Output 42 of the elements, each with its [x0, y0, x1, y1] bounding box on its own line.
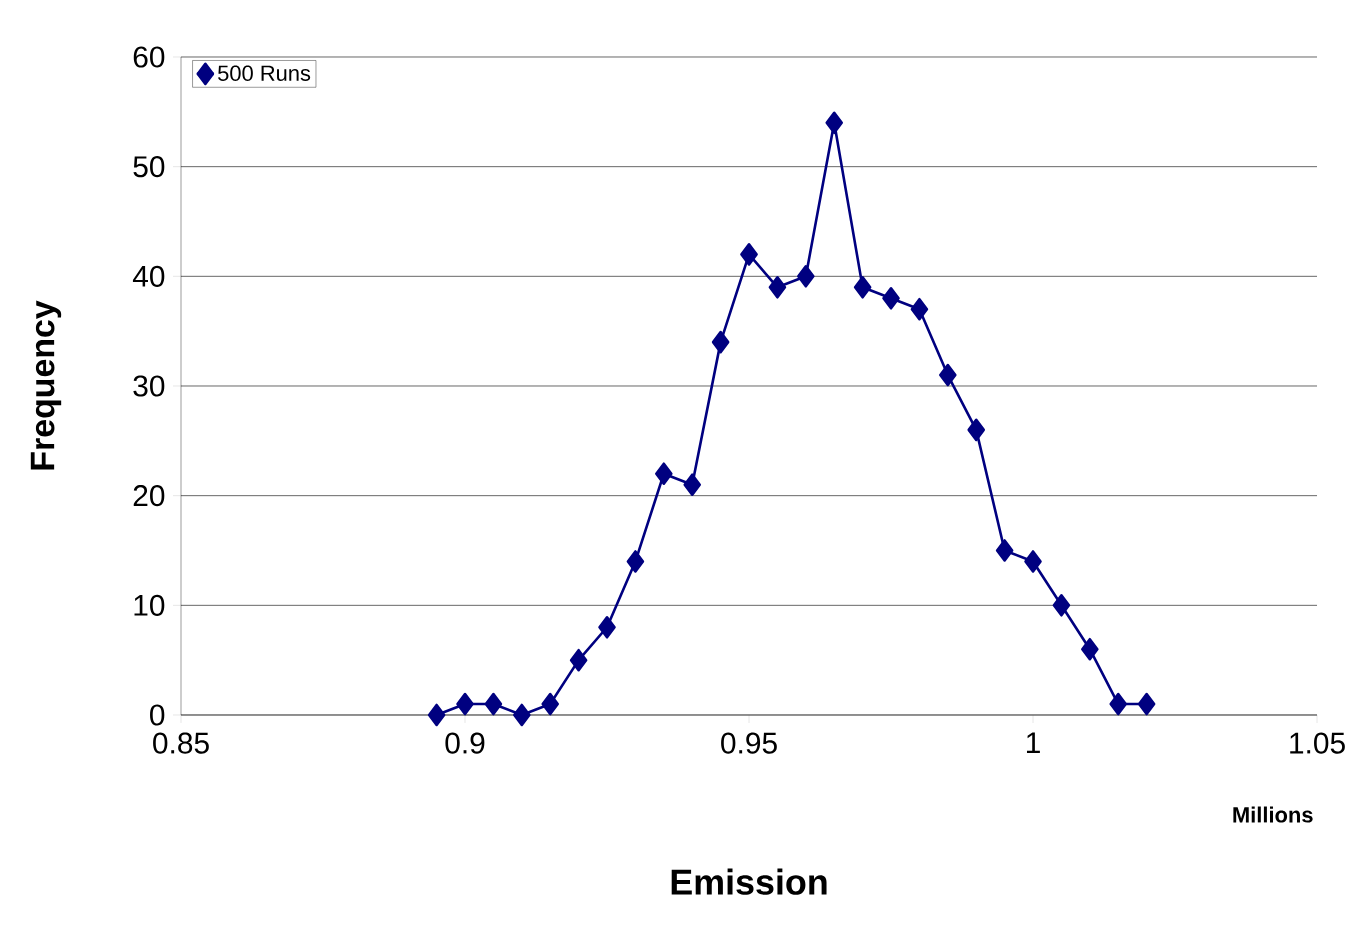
y-tick-label: 40 [132, 265, 165, 287]
point [683, 473, 702, 496]
point [1024, 550, 1042, 573]
x-tick-label: 1 [1026, 732, 1040, 754]
text: Millions [1233, 806, 1313, 823]
point [1137, 692, 1156, 716]
y-tick-label: 60 [133, 46, 165, 68]
y-tick-label: 20 [133, 485, 165, 507]
legend-label: 500 Runs [218, 65, 311, 81]
point [569, 648, 588, 672]
point [541, 692, 560, 716]
point [711, 330, 730, 354]
point [740, 243, 758, 266]
y-tick-label: 50 [133, 156, 165, 178]
point [484, 692, 503, 716]
y-tick-label: 0 [150, 704, 165, 726]
point [655, 462, 673, 486]
x-tick-label: 0.95 [721, 732, 777, 754]
point [626, 550, 645, 573]
point [939, 363, 957, 387]
point [768, 275, 787, 299]
point [910, 297, 929, 321]
x-tick-label: 1.05 [1290, 732, 1345, 754]
y-axis-title: Frequency [30, 300, 62, 470]
point [1081, 637, 1099, 661]
x-tick-label: 0.9 [445, 732, 485, 754]
x-axis-title: Emission [671, 868, 827, 895]
point [513, 703, 531, 727]
point [427, 703, 446, 727]
point [797, 265, 815, 288]
point [882, 286, 900, 310]
point [853, 275, 872, 299]
point [995, 539, 1014, 562]
x-tick-label: 0.85 [153, 732, 209, 754]
point [825, 111, 844, 135]
point [967, 418, 986, 442]
y-tick-label: 10 [134, 594, 165, 616]
point [1052, 594, 1071, 617]
point [1109, 692, 1128, 716]
y-tick-label: 30 [133, 375, 165, 397]
point [456, 692, 474, 716]
point [598, 615, 616, 639]
